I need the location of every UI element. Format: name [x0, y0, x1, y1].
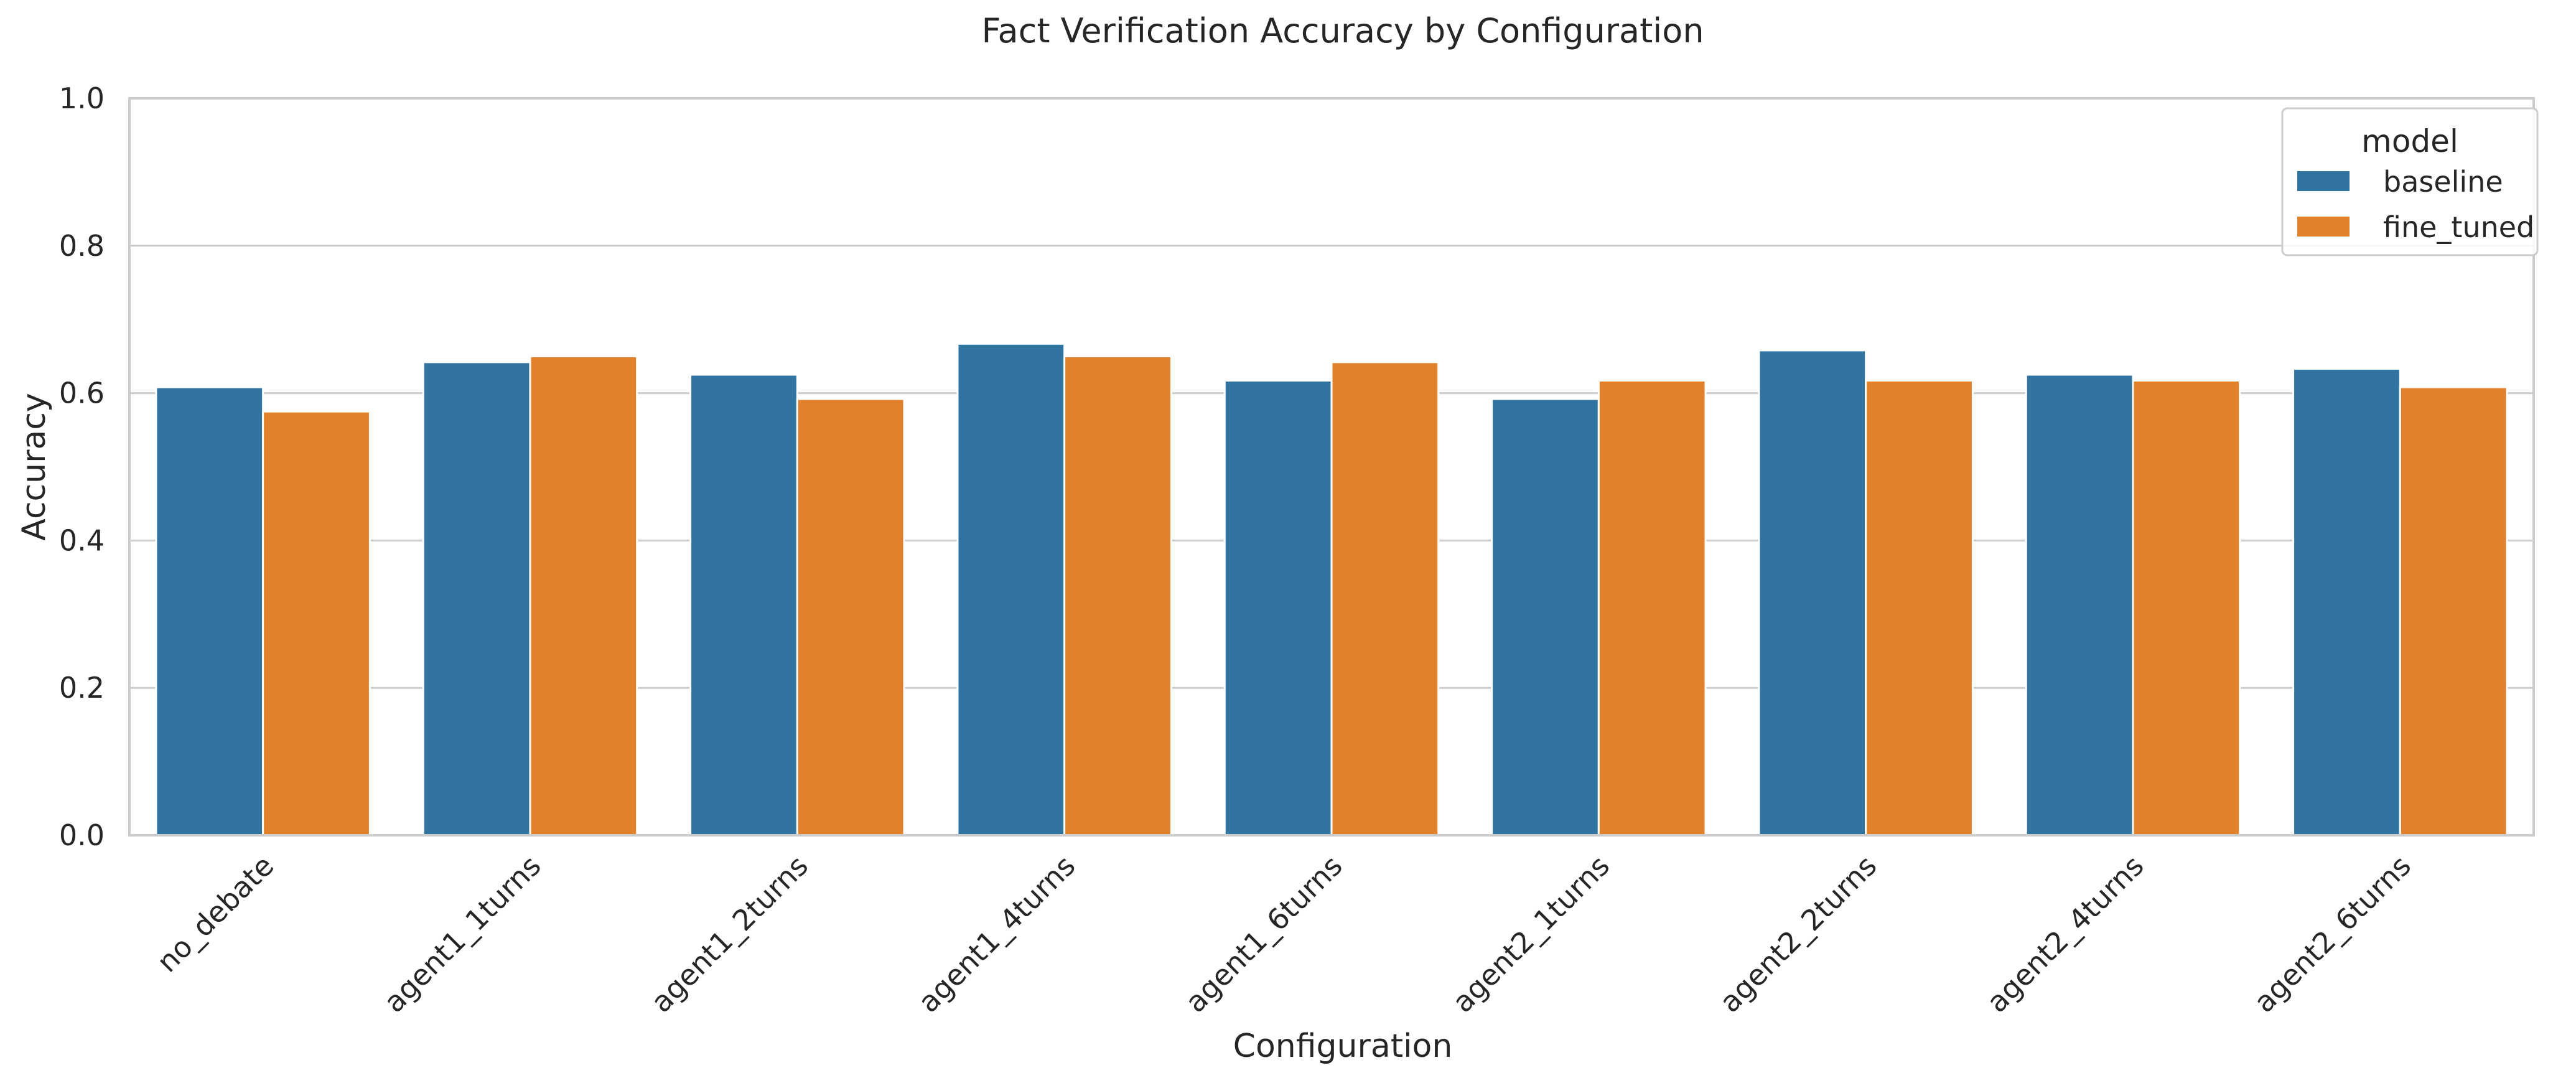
- bar-baseline-agent1-6turns: [1223, 379, 1333, 837]
- bar-baseline-agent1-1turns: [422, 361, 531, 837]
- x-axis-ticks: no_debate agent1_1turns agent1_2turns agent…: [150, 849, 2417, 1020]
- x-tick-label: agent1_2turns: [645, 849, 815, 1020]
- bar-fine-tuned-agent2-1turns: [1597, 379, 1707, 837]
- x-tick-label: no_debate: [150, 849, 280, 979]
- bar-baseline-agent1-2turns: [689, 373, 798, 837]
- x-tick-label: agent1_6turns: [1178, 849, 1349, 1020]
- x-tick-label: agent2_4turns: [1980, 849, 2150, 1020]
- legend-label-baseline: baseline: [2383, 165, 2503, 199]
- legend-title: model: [2361, 123, 2458, 159]
- bar-fine-tuned-agent2-4turns: [2132, 379, 2241, 837]
- x-tick-label: agent2_2turns: [1713, 849, 1883, 1020]
- plot-frame: [128, 97, 2535, 837]
- bar-baseline-no-debate: [155, 386, 264, 837]
- bar-fine-tuned-agent1-1turns: [529, 355, 638, 837]
- bar-baseline-agent2-4turns: [2025, 373, 2134, 837]
- bar-fine-tuned-agent1-4turns: [1063, 355, 1172, 837]
- y-axis-ticks: 0.0 0.2 0.4 0.6 0.8 1.0: [59, 82, 105, 852]
- legend: model baseline fine_tuned: [2281, 107, 2539, 256]
- bar-baseline-agent2-6turns: [2292, 368, 2401, 837]
- y-axis-label: Accuracy: [16, 393, 53, 540]
- bar-fine-tuned-no-debate: [262, 410, 371, 837]
- bar-baseline-agent2-1turns: [1491, 398, 1600, 837]
- legend-swatch-baseline: [2297, 171, 2350, 191]
- bars: [155, 342, 2508, 837]
- bar-fine-tuned-agent1-2turns: [796, 398, 905, 837]
- x-axis-label: Configuration: [1233, 1028, 1453, 1065]
- bar-fine-tuned-agent1-6turns: [1330, 361, 1440, 837]
- y-tick-label: 0.2: [59, 671, 105, 705]
- bar-fine-tuned-agent2-6turns: [2399, 386, 2508, 837]
- legend-swatch-fine-tuned: [2297, 217, 2350, 237]
- chart-title: Fact Verification Accuracy by Configurat…: [981, 11, 1704, 50]
- y-tick-label: 0.0: [59, 818, 105, 852]
- x-tick-label: agent2_1turns: [1446, 849, 1617, 1020]
- y-tick-label: 0.8: [59, 229, 105, 263]
- bar-baseline-agent1-4turns: [956, 342, 1066, 837]
- x-tick-label: agent1_1turns: [377, 849, 548, 1020]
- legend-label-fine-tuned: fine_tuned: [2383, 210, 2534, 244]
- x-tick-label: agent1_4turns: [912, 849, 1082, 1020]
- y-tick-label: 0.6: [59, 377, 105, 410]
- bar-fine-tuned-agent2-2turns: [1865, 379, 1974, 837]
- y-tick-label: 0.4: [59, 523, 105, 557]
- y-tick-label: 1.0: [59, 82, 105, 115]
- x-tick-label: agent2_6turns: [2247, 849, 2418, 1020]
- bar-baseline-agent2-2turns: [1758, 349, 1867, 837]
